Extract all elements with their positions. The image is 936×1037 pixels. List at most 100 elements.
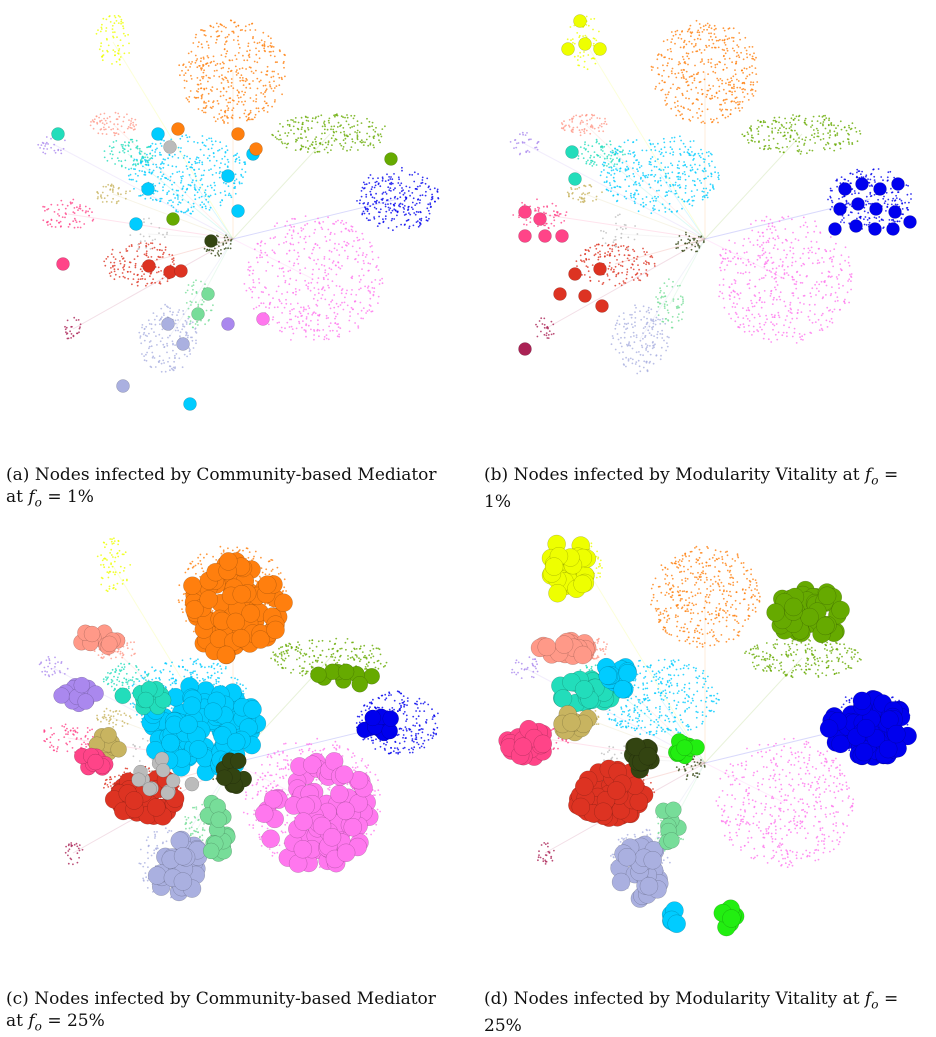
panel-c-network bbox=[18, 528, 448, 958]
infected-node-orange bbox=[233, 585, 251, 603]
infected-node-pink bbox=[255, 805, 273, 823]
community-maroon bbox=[537, 842, 555, 865]
infected-nodes bbox=[54, 552, 399, 901]
infected-node-red bbox=[143, 260, 156, 273]
caption-c: (c) Nodes infected by Community-based Me… bbox=[6, 988, 446, 1037]
infected-node-darkolive bbox=[639, 747, 657, 765]
infected-node-darkolive bbox=[216, 770, 232, 786]
infected-node-violet bbox=[222, 318, 235, 331]
caption-d-subscript: o bbox=[871, 997, 878, 1011]
infected-node-cyan bbox=[227, 733, 245, 751]
infected-node-red bbox=[575, 778, 593, 796]
infected-node-green bbox=[352, 676, 368, 692]
infected-node-teal bbox=[115, 688, 131, 704]
infected-node-pink bbox=[262, 830, 280, 848]
infected-node-violet bbox=[78, 694, 94, 710]
community-gray bbox=[600, 214, 638, 251]
edge-violet bbox=[525, 144, 705, 239]
infected-node-cyan bbox=[179, 716, 197, 734]
infected-node-red bbox=[596, 300, 609, 313]
infected-node-cyan bbox=[668, 915, 686, 933]
infected-node-lavender bbox=[618, 848, 636, 866]
infected-node-rose bbox=[519, 206, 532, 219]
edge-khaki bbox=[585, 194, 705, 239]
infected-node-rose bbox=[539, 230, 552, 243]
infected-node-red bbox=[554, 288, 567, 301]
community-salmon bbox=[561, 114, 608, 137]
infected-node-blue bbox=[887, 725, 905, 743]
caption-d-text: Nodes infected by Modularity Vitality at bbox=[514, 989, 860, 1009]
infected-node-teal bbox=[138, 692, 154, 708]
infected-nodes bbox=[52, 123, 398, 411]
infected-node-gray bbox=[156, 763, 170, 777]
caption-c-formula: = 25% bbox=[47, 1011, 104, 1031]
infected-node-yellow bbox=[574, 15, 587, 28]
infected-node-orange bbox=[217, 646, 235, 664]
infected-node-cyan bbox=[614, 680, 632, 698]
caption-b-text: Nodes infected by Modularity Vitality at bbox=[514, 465, 860, 485]
infected-node-red bbox=[594, 803, 612, 821]
infected-node-gray bbox=[132, 773, 146, 787]
caption-a-label: (a) bbox=[6, 465, 29, 485]
infected-node-orange bbox=[258, 576, 276, 594]
caption-d: (d) Nodes infected by Modularity Vitalit… bbox=[484, 988, 924, 1037]
infected-node-pink bbox=[344, 818, 362, 836]
infected-node-lime bbox=[722, 909, 740, 927]
infected-node-pink bbox=[257, 313, 270, 326]
community-mint bbox=[185, 279, 214, 328]
community-khaki bbox=[96, 708, 132, 728]
infected-node-mint bbox=[663, 832, 679, 848]
infected-node-blue bbox=[850, 220, 863, 233]
community-salmon bbox=[90, 112, 137, 137]
edge-green bbox=[233, 134, 330, 239]
infected-node-red bbox=[175, 265, 188, 278]
infected-node-maroon bbox=[519, 343, 532, 356]
caption-b-subscript: o bbox=[871, 473, 878, 487]
infected-node-lavender bbox=[644, 851, 662, 869]
infected-node-yellow bbox=[574, 575, 592, 593]
infected-node-blue bbox=[904, 216, 917, 229]
infected-node-cyan bbox=[619, 664, 637, 682]
infected-node-lavender bbox=[117, 380, 130, 393]
infected-node-orange bbox=[232, 128, 245, 141]
infected-node-cyan bbox=[204, 703, 222, 721]
edge-pink bbox=[705, 239, 785, 279]
infected-node-blue bbox=[831, 735, 849, 753]
caption-c-subscript: o bbox=[35, 1019, 42, 1033]
infected-node-lavender bbox=[171, 832, 189, 850]
infected-node-cyan bbox=[244, 700, 262, 718]
community-maroon bbox=[64, 317, 81, 340]
infected-node-khaki bbox=[101, 727, 117, 743]
community-lavender bbox=[138, 304, 197, 373]
infected-node-cyan bbox=[183, 697, 201, 715]
community-green bbox=[744, 638, 862, 678]
infected-node-blue bbox=[852, 198, 865, 211]
community-orange bbox=[178, 19, 286, 124]
infected-node-gray bbox=[143, 782, 157, 796]
infected-node-red bbox=[594, 263, 607, 276]
community-maroon bbox=[65, 842, 84, 865]
network-graph-a bbox=[18, 4, 448, 434]
community-lavender bbox=[611, 304, 670, 374]
infected-node-pink bbox=[294, 840, 312, 858]
infected-node-blue bbox=[829, 223, 842, 236]
infected-node-blue bbox=[892, 178, 905, 191]
infected-node-yellow bbox=[594, 43, 607, 56]
infected-node-cyan bbox=[232, 205, 245, 218]
infected-node-teal bbox=[575, 680, 593, 698]
network-graph-d bbox=[490, 528, 920, 958]
infected-node-mint bbox=[192, 308, 205, 321]
infected-node-orange bbox=[172, 123, 185, 136]
edge-teal bbox=[128, 154, 233, 239]
infected-node-blue bbox=[383, 711, 399, 727]
community-blue bbox=[356, 167, 439, 231]
panel-a-network bbox=[18, 4, 448, 434]
infected-node-teal bbox=[569, 173, 582, 186]
infected-node-khaki bbox=[562, 713, 580, 731]
infected-node-yellow bbox=[562, 43, 575, 56]
infected-node-green bbox=[801, 608, 819, 626]
infected-node-red bbox=[607, 782, 625, 800]
infected-node-blue bbox=[834, 203, 847, 216]
infected-node-blue bbox=[855, 743, 873, 761]
infected-node-blue bbox=[887, 223, 900, 236]
